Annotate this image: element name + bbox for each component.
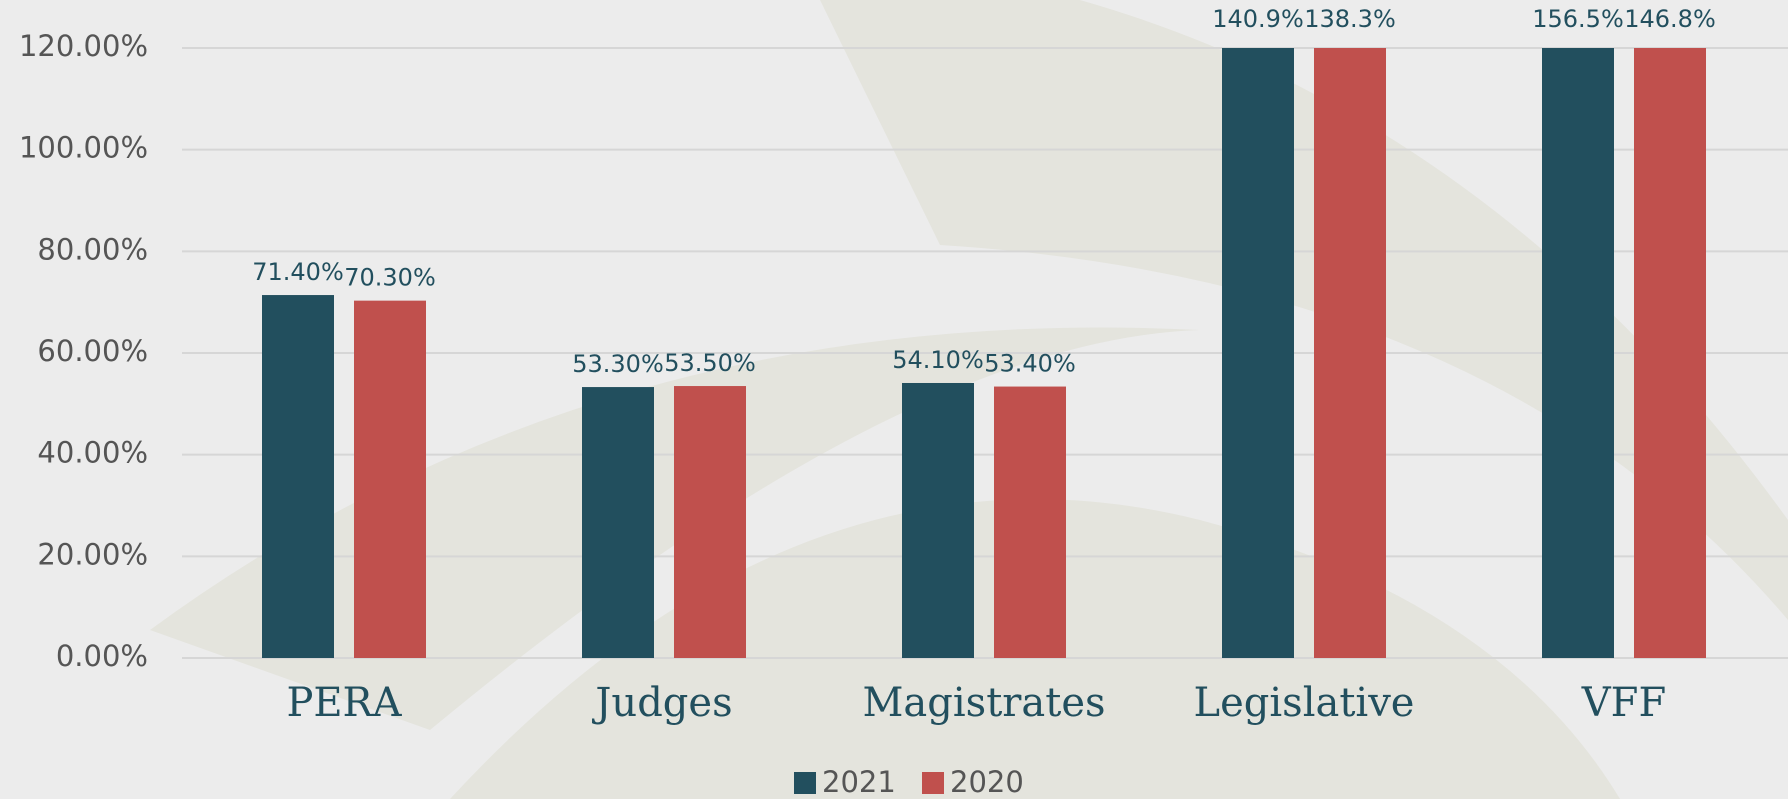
bar xyxy=(1314,0,1386,658)
x-tick-label: PERA xyxy=(286,680,402,726)
y-tick-label: 40.00% xyxy=(37,436,148,470)
value-label: 146.8% xyxy=(1624,5,1716,33)
bar xyxy=(1222,0,1294,658)
value-label: 53.30% xyxy=(572,350,664,378)
y-tick-label: 100.00% xyxy=(19,131,148,165)
legend-label: 2020 xyxy=(950,765,1024,799)
value-label: 140.9% xyxy=(1212,5,1304,33)
legend-swatch xyxy=(794,772,816,794)
legend-label: 2021 xyxy=(822,765,896,799)
bar xyxy=(262,295,334,658)
y-tick-label: 80.00% xyxy=(37,232,148,266)
x-tick-label: Judges xyxy=(591,680,732,726)
x-tick-label: VFF xyxy=(1581,680,1666,726)
x-tick-label: Magistrates xyxy=(862,680,1105,726)
chart: 0.00% 20.00% 40.00% 60.00% 80.00% 100.00% 120.… xyxy=(0,0,1788,799)
value-label: 71.40% xyxy=(252,258,344,286)
legend-swatch xyxy=(922,772,944,794)
value-label: 53.40% xyxy=(984,350,1076,378)
bar xyxy=(994,387,1066,658)
value-label: 53.50% xyxy=(664,349,756,377)
y-tick-label: 120.00% xyxy=(19,29,148,63)
value-label: 70.30% xyxy=(344,264,436,292)
bar xyxy=(354,301,426,658)
y-tick-label: 20.00% xyxy=(37,537,148,571)
bar xyxy=(1542,0,1614,658)
value-label: 54.10% xyxy=(892,346,984,374)
y-tick-label: 0.00% xyxy=(56,639,148,673)
value-label: 138.3% xyxy=(1304,5,1396,33)
value-label: 156.5% xyxy=(1532,5,1624,33)
bar xyxy=(674,386,746,658)
bar xyxy=(582,387,654,658)
y-tick-label: 60.00% xyxy=(37,334,148,368)
bar xyxy=(902,383,974,658)
bar xyxy=(1634,0,1706,658)
x-tick-label: Legislative xyxy=(1194,680,1415,726)
